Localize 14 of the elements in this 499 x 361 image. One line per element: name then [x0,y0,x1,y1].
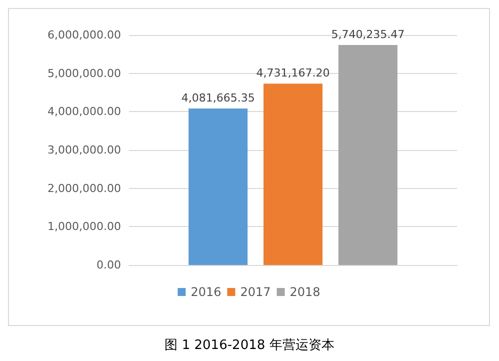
y-tick-label: 2,000,000.00 [48,182,121,195]
legend-label: 2018 [290,285,320,299]
y-tick-label: 5,000,000.00 [48,66,121,80]
caption: 图 1 2016-2018 年营运资本 [164,337,336,354]
y-tick-label: 1,000,000.00 [48,220,121,234]
data-label: 4,081,665.35 [181,92,255,105]
data-label: 4,731,167.20 [256,66,330,80]
legend-label: 2017 [240,285,271,299]
y-tick-label: 4,000,000.00 [48,105,121,118]
legend-label: 2016 [190,285,222,299]
y-tick-label: 6,000,000.00 [48,28,121,42]
data-label: 5,740,235.47 [331,28,405,41]
y-tick-label: 3,000,000.00 [48,144,121,156]
y-tick-label: 0.00 [96,258,121,272]
